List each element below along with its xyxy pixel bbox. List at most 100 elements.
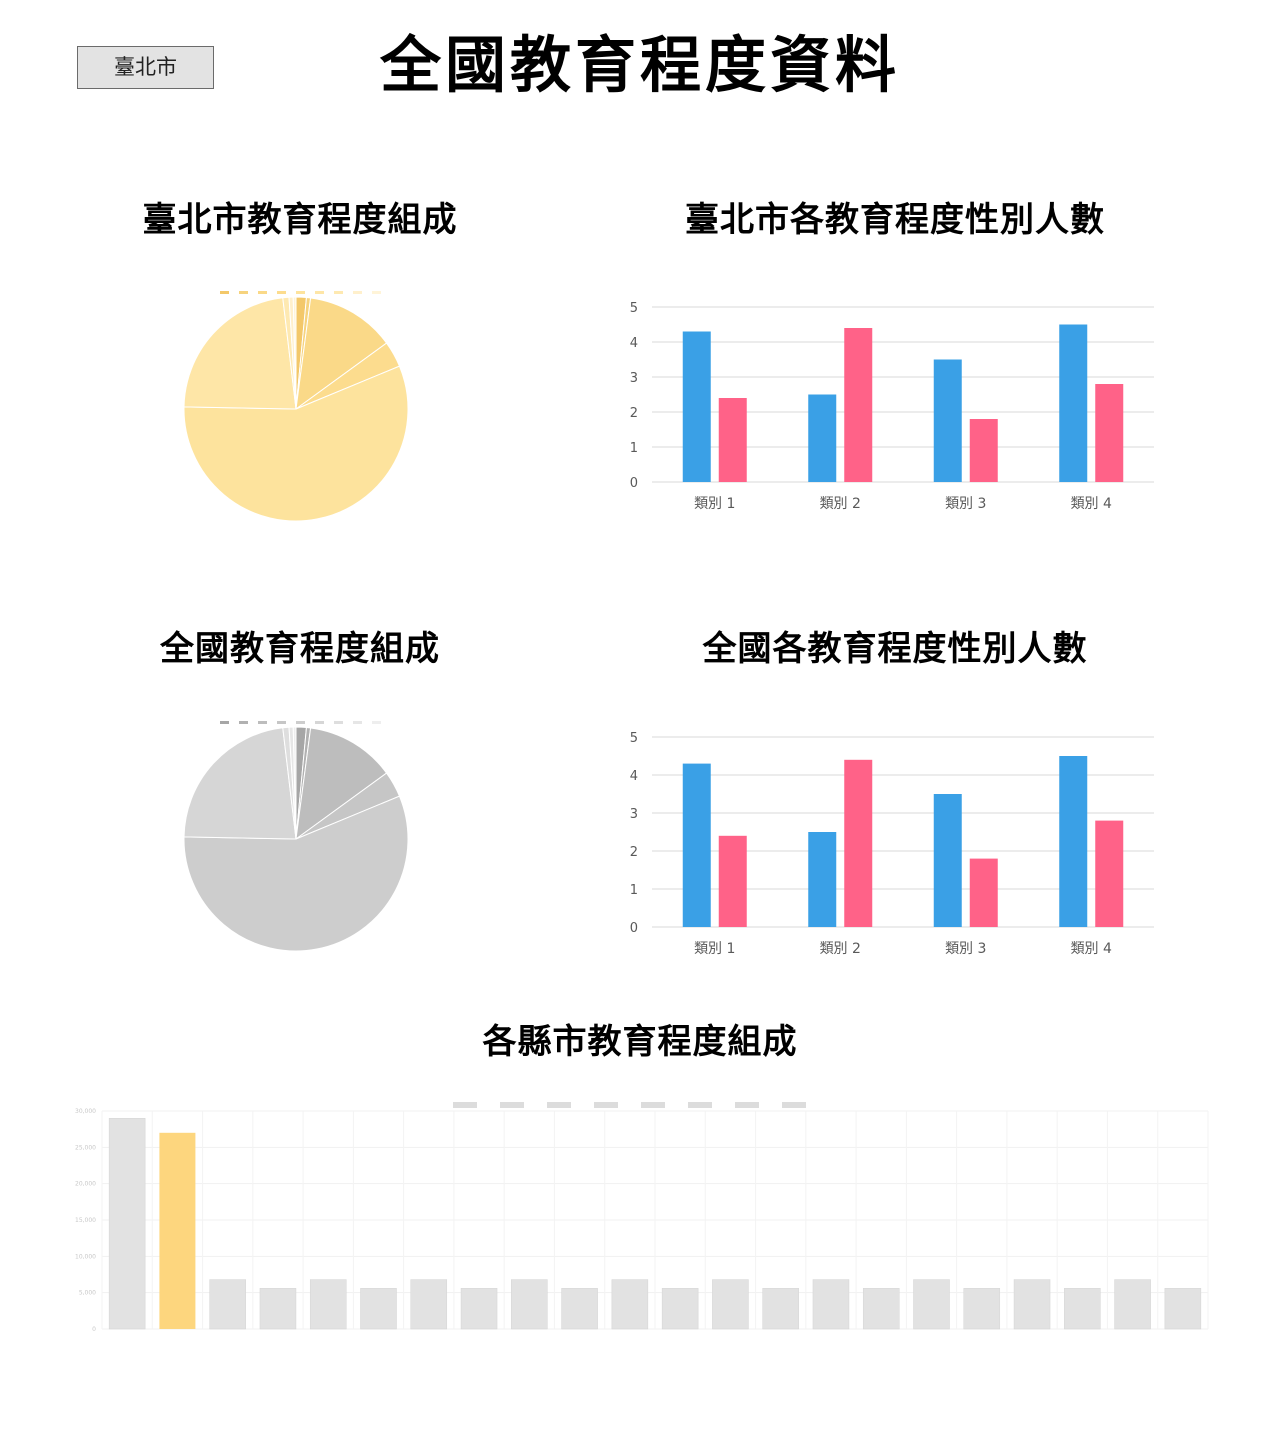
county-bar-bar (360, 1288, 397, 1330)
national-bar-y-tick-label: 0 (630, 921, 638, 936)
national-bar-x-tick-label: 類別 3 (945, 941, 986, 957)
taipei-pie-legend-swatch (372, 291, 381, 294)
national-bar-y-tick-label: 2 (630, 845, 638, 860)
county-bar-bar (410, 1279, 448, 1330)
taipei-pie-legend-swatch (353, 291, 362, 294)
national-bar-y-tick-label: 5 (630, 731, 638, 746)
taipei-bar-x-tick-label: 類別 4 (1071, 496, 1112, 512)
taipei-bar-bar (933, 359, 962, 482)
taipei-pie-legend-swatch (220, 291, 229, 294)
national-bar-bar (969, 858, 998, 927)
taipei-pie-chart (183, 291, 409, 522)
county-bar-bar (611, 1279, 649, 1330)
taipei-bar-y-tick-label: 3 (630, 371, 638, 386)
national-pie-legend-swatch (353, 721, 362, 724)
national-bar-bar (1059, 756, 1088, 927)
taipei-bar-y-tick-label: 4 (630, 336, 638, 351)
national-bar-bar (844, 759, 873, 927)
county-bar-title: 各縣市教育程度組成 (482, 1022, 798, 1062)
county-bar-bar (812, 1279, 850, 1330)
national-pie-legend-swatch (315, 721, 324, 724)
taipei-pie-legend-swatch (277, 291, 286, 294)
taipei-bar-x-tick-label: 類別 3 (945, 496, 986, 512)
national-pie-legend-swatch (277, 721, 286, 724)
national-pie-legend-swatch (372, 721, 381, 724)
taipei-pie-legend-swatch (239, 291, 248, 294)
national-pie-title: 全國教育程度組成 (160, 629, 440, 669)
county-bar-y-tick-label: 25,000 (75, 1144, 96, 1151)
county-bar-y-tick-label: 0 (92, 1326, 96, 1333)
national-bar-x-tick-label: 類別 4 (1071, 941, 1112, 957)
county-bar-bar (862, 1288, 900, 1330)
taipei-bar-x-tick-label: 類別 2 (820, 496, 861, 512)
taipei-pie-legend-swatch (315, 291, 324, 294)
county-bar-bar (159, 1132, 196, 1329)
county-bar-bar (712, 1279, 749, 1330)
taipei-bar-y-tick-label: 2 (630, 406, 638, 421)
county-bar-bar (511, 1279, 548, 1330)
county-bar-bar (108, 1118, 146, 1330)
taipei-bar-chart: 0 1 2 3 4 5 類別 1 類別 2 類別 3 類別 4 (630, 301, 1154, 512)
taipei-bar-bar (808, 394, 837, 482)
taipei-bar-y-tick-label: 0 (630, 476, 638, 491)
national-bar-x-tick-label: 類別 2 (820, 941, 861, 957)
county-bar-legend-swatch (453, 1102, 477, 1108)
national-bar-bar (1095, 820, 1124, 927)
national-pie-slice (183, 795, 409, 952)
taipei-pie-legend-swatch (334, 291, 343, 294)
taipei-bar-bar (682, 331, 711, 482)
county-bar-bar (661, 1288, 699, 1330)
taipei-pie-slice (295, 297, 388, 411)
taipei-pie-legend-swatch (258, 291, 267, 294)
county-bar-legend-swatch (688, 1102, 712, 1108)
national-bar-title: 全國各教育程度性別人數 (702, 629, 1088, 669)
national-pie-slice (292, 726, 297, 840)
county-bar-y-tick-label: 20,000 (75, 1181, 96, 1188)
county-bar-bar (913, 1279, 950, 1330)
national-pie-slice (183, 727, 297, 840)
national-bar-y-tick-label: 1 (630, 883, 638, 898)
county-bar-legend-swatch (782, 1102, 806, 1108)
national-pie-legend-swatch (334, 721, 343, 724)
taipei-bar-bar (1095, 384, 1124, 482)
county-bar-bar (762, 1288, 799, 1330)
national-pie-legend-swatch (258, 721, 267, 724)
national-bar-bar (808, 832, 837, 927)
taipei-pie-legend-swatch (296, 291, 305, 294)
county-bar-bar (259, 1288, 297, 1330)
county-bar-chart: 0 5,000 10,000 15,000 20,000 25,000 30,000 (75, 1102, 1209, 1333)
county-bar-y-tick-label: 10,000 (75, 1253, 96, 1260)
taipei-bar-x-tick-label: 類別 1 (694, 496, 735, 512)
taipei-bar-bar (1059, 324, 1088, 482)
county-bar-y-tick-label: 5,000 (79, 1290, 96, 1297)
county-bar-legend-swatch (547, 1102, 571, 1108)
national-bar-bar (682, 763, 711, 927)
national-bar-y-tick-label: 3 (630, 807, 638, 822)
county-bar-bar (1114, 1279, 1151, 1330)
taipei-pie-slice (183, 365, 409, 522)
county-bar-legend-swatch (641, 1102, 665, 1108)
county-bar-bar (460, 1288, 498, 1330)
county-bar-bar (963, 1288, 1001, 1330)
taipei-pie-title: 臺北市教育程度組成 (142, 200, 458, 240)
county-bar-bar (209, 1279, 246, 1330)
national-bar-bar (718, 835, 747, 927)
national-pie-legend-swatch (239, 721, 248, 724)
taipei-bar-y-tick-label: 5 (630, 301, 638, 316)
taipei-bar-bar (969, 419, 998, 482)
taipei-pie-slice (292, 296, 297, 410)
county-bar-legend-swatch (500, 1102, 524, 1108)
city-select[interactable]: 臺北市 (77, 46, 214, 89)
taipei-bar-title: 臺北市各教育程度性別人數 (685, 200, 1105, 240)
county-bar-y-tick-label: 15,000 (75, 1217, 96, 1224)
national-bar-bar (933, 794, 962, 927)
taipei-bar-y-tick-label: 1 (630, 441, 638, 456)
national-bar-chart: 0 1 2 3 4 5 類別 1 類別 2 類別 3 類別 4 (630, 731, 1154, 957)
page-title: 全國教育程度資料 (379, 30, 900, 101)
county-bar-bar (309, 1279, 347, 1330)
county-bar-bar (1064, 1288, 1101, 1330)
national-pie-legend-swatch (296, 721, 305, 724)
county-bar-bar (561, 1288, 598, 1330)
county-bar-bar (1013, 1279, 1051, 1330)
taipei-bar-bar (718, 398, 747, 482)
